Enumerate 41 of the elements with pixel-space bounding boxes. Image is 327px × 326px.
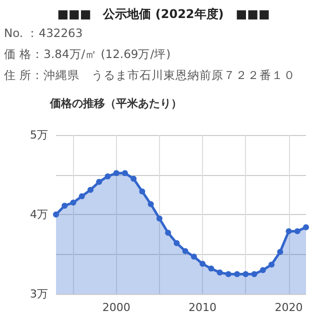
point: [216, 270, 223, 276]
point: [130, 176, 137, 182]
point: [78, 193, 85, 200]
point: [225, 271, 232, 278]
point: [70, 200, 76, 206]
point: [96, 178, 102, 185]
point: [242, 271, 249, 278]
point: [148, 201, 154, 208]
text: No. ：432263: [4, 26, 83, 41]
x-tick-label: 2000: [102, 301, 130, 314]
x-tick-label: 2010: [188, 301, 217, 314]
y-tick-label: 4万: [30, 208, 48, 221]
point: [286, 228, 292, 234]
chart-subtitle: 価格の推移（平米あたり）: [50, 96, 182, 111]
text: 価 格：3.84万/㎡ (12.69万/坪): [4, 47, 171, 62]
point: [104, 173, 111, 180]
point: [87, 186, 94, 193]
point: [139, 188, 146, 194]
point: [251, 271, 258, 278]
point: [303, 224, 309, 230]
point: [122, 170, 128, 176]
y-tick-label: 5万: [30, 128, 48, 142]
point: [234, 271, 240, 278]
point: [53, 212, 59, 218]
point: [200, 260, 206, 267]
point: [113, 170, 120, 176]
point: [165, 230, 172, 236]
point: [182, 248, 188, 254]
point: [156, 215, 162, 222]
point: [62, 202, 68, 209]
text: 住 所：沖縄県 うるま市石川東恩納前原７２２番１０: [4, 68, 296, 83]
point: [174, 240, 180, 246]
point: [260, 267, 266, 274]
point: [277, 248, 284, 255]
y-tick-label: 3万: [30, 288, 48, 300]
x-tick-label: 2020: [274, 301, 303, 314]
point: [190, 254, 197, 260]
point: [268, 262, 275, 268]
point: [294, 228, 300, 234]
chart-title: ■■■ 公示地価 (2022年度) ■■■: [56, 6, 271, 23]
point: [208, 266, 214, 272]
